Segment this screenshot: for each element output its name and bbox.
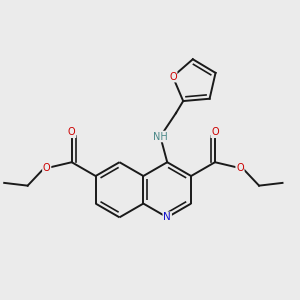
Text: O: O [211, 127, 219, 137]
Text: O: O [169, 72, 177, 82]
Text: NH: NH [153, 131, 168, 142]
Text: N: N [164, 212, 171, 222]
Text: O: O [236, 163, 244, 173]
Text: O: O [68, 127, 76, 137]
Text: O: O [43, 163, 51, 173]
